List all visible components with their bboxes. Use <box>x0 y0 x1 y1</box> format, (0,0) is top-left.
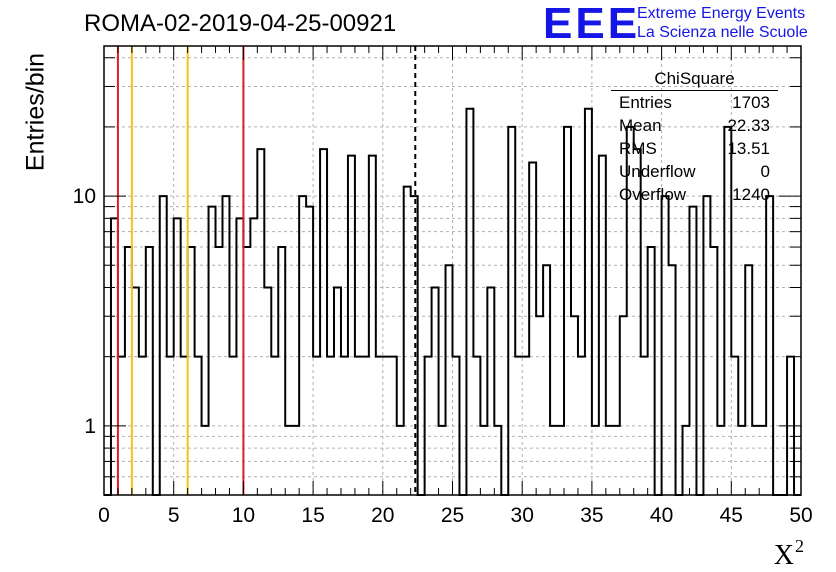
histogram-bin <box>264 288 271 495</box>
histogram-bin <box>745 265 752 495</box>
stats-row-underflow: Underflow 0 <box>611 160 778 183</box>
histogram-bin <box>411 196 418 495</box>
histogram-bin <box>188 247 195 495</box>
histogram-bin <box>299 196 306 495</box>
x-tick-label: 40 <box>650 504 673 527</box>
histogram-bin <box>209 207 216 495</box>
histogram-bin <box>585 109 592 495</box>
histogram-bin <box>466 109 473 495</box>
x-tick-label: 25 <box>441 504 464 527</box>
histogram-bin <box>404 187 411 495</box>
axis-ticks <box>103 46 802 495</box>
histogram-bin <box>334 288 341 495</box>
stats-title: ChiSquare <box>611 68 778 91</box>
histogram-bin <box>257 149 264 495</box>
histogram-bin <box>216 247 223 495</box>
y-tick-label: 1 <box>84 415 96 438</box>
stats-box: ChiSquare Entries 1703 Mean 22.33 RMS 13… <box>611 68 778 206</box>
stats-row-mean: Mean 22.33 <box>611 114 778 137</box>
marker-lines <box>116 46 417 495</box>
histogram-bin <box>446 265 453 495</box>
histogram-bin <box>543 265 550 495</box>
histogram-bin <box>662 196 669 495</box>
histogram-bin <box>125 247 132 495</box>
histogram-bin <box>669 265 676 495</box>
histogram-bin <box>620 316 627 495</box>
histogram-bin <box>160 196 167 495</box>
stats-label: Mean <box>619 116 662 135</box>
stats-row-entries: Entries 1703 <box>611 91 778 114</box>
plot-title: ROMA-02-2019-04-25-00921 <box>84 10 397 37</box>
x-axis-label: X2 <box>774 536 804 572</box>
stats-value: 0 <box>760 162 770 181</box>
logo-line-1: Extreme Energy Events <box>637 5 806 22</box>
histogram-bin <box>487 288 494 495</box>
histogram-bin <box>432 288 439 495</box>
histogram-bin <box>278 247 285 495</box>
stats-row-overflow: Overflow 1240 <box>611 183 778 206</box>
logo-text: Extreme Energy Events La Scienza nelle S… <box>637 4 808 42</box>
tick-labels: 0 5 10 15 20 25 30 35 40 45 50 1 10 <box>73 185 813 527</box>
x-tick-label: 45 <box>720 504 743 527</box>
x-tick-label: 30 <box>511 504 534 527</box>
stats-label: Overflow <box>619 185 687 204</box>
histogram-bin <box>689 207 696 495</box>
eee-logo: EEE <box>543 2 640 46</box>
x-tick-label: 5 <box>168 504 180 527</box>
histogram-bin <box>766 196 773 495</box>
histogram-bin <box>146 247 153 495</box>
histogram-outline <box>104 107 801 496</box>
histogram-bin <box>564 127 571 495</box>
stats-row-rms: RMS 13.51 <box>611 137 778 160</box>
y-tick-label: 10 <box>73 185 96 208</box>
histogram-bin <box>243 247 250 495</box>
x-tick-label: 35 <box>580 504 603 527</box>
x-tick-label: 50 <box>789 504 812 527</box>
x-tick-label: 20 <box>371 504 394 527</box>
x-tick-label: 15 <box>301 504 324 527</box>
stats-label: Underflow <box>619 162 696 181</box>
stats-value: 22.33 <box>727 116 770 135</box>
histogram-bin <box>132 288 139 495</box>
histogram-bin <box>571 316 578 495</box>
x-axis-label-superscript: 2 <box>795 536 804 556</box>
eee-logo-mark: EEE <box>543 0 641 48</box>
x-tick-label: 0 <box>98 504 110 527</box>
histogram-bin <box>710 247 717 495</box>
histogram-bin <box>306 207 313 495</box>
stats-value: 1240 <box>732 185 770 204</box>
histogram-bars <box>104 107 801 496</box>
stats-value: 13.51 <box>727 139 770 158</box>
histogram-bin <box>222 196 229 495</box>
histogram-bin <box>536 316 543 495</box>
histogram-bin <box>320 149 327 495</box>
histogram-bin <box>703 196 710 495</box>
x-tick-label: 10 <box>232 504 255 527</box>
x-axis-label-text: X <box>773 540 794 571</box>
stats-label: Entries <box>619 93 672 112</box>
histogram-bin <box>529 163 536 495</box>
stats-label: RMS <box>619 139 657 158</box>
logo-line-2: La Scienza nelle Scuole <box>637 24 808 41</box>
histogram-bin <box>508 127 515 495</box>
stats-value: 1703 <box>732 93 770 112</box>
y-axis-label: Entries/bin <box>21 52 50 172</box>
histogram-bin <box>648 247 655 495</box>
